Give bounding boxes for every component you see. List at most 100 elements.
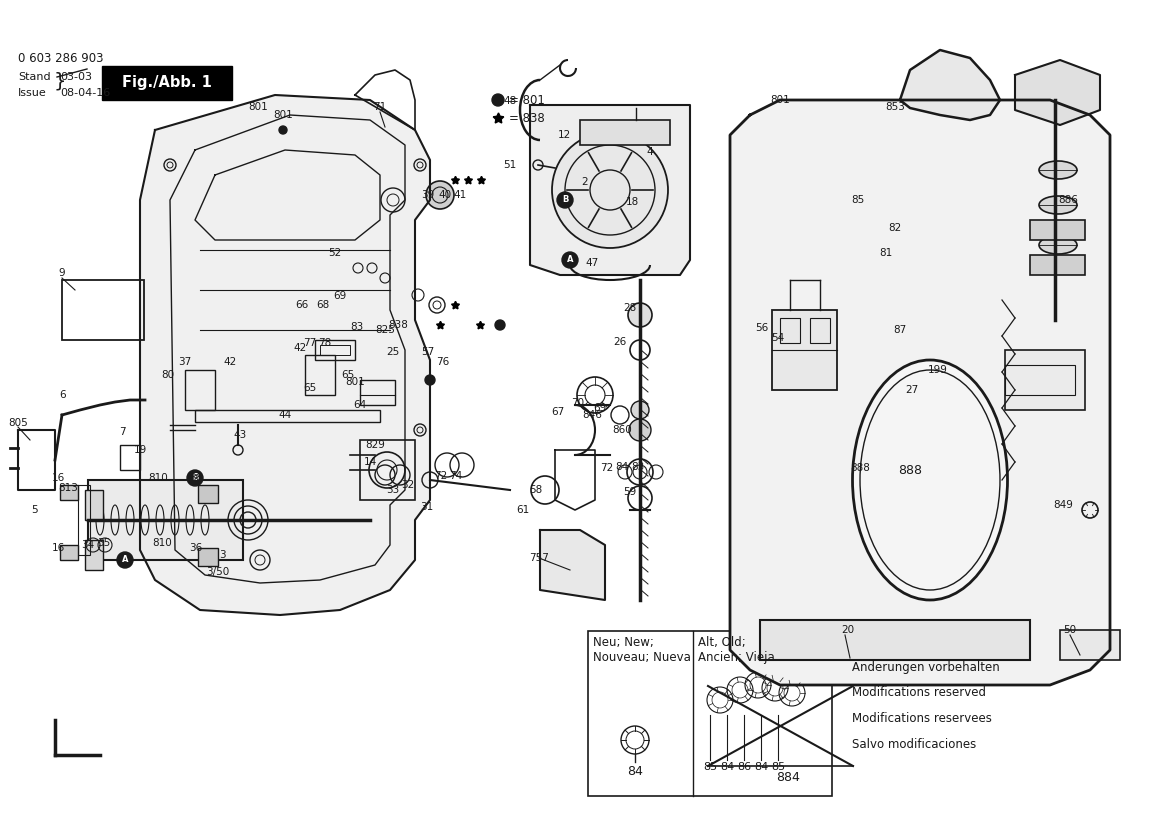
Text: 32: 32 bbox=[402, 480, 415, 490]
Text: 77: 77 bbox=[304, 338, 317, 348]
Circle shape bbox=[425, 375, 434, 385]
Text: 74: 74 bbox=[450, 471, 463, 481]
Bar bbox=[760, 620, 1030, 660]
Text: 888: 888 bbox=[850, 463, 870, 473]
Bar bbox=[780, 318, 800, 343]
Circle shape bbox=[492, 94, 505, 106]
Text: 810: 810 bbox=[152, 538, 172, 548]
Ellipse shape bbox=[1040, 196, 1077, 214]
Bar bbox=[85, 490, 103, 520]
Text: 78: 78 bbox=[319, 338, 332, 348]
Text: 41: 41 bbox=[453, 190, 467, 200]
Text: 84: 84 bbox=[719, 762, 735, 772]
Circle shape bbox=[630, 419, 651, 441]
Text: 70: 70 bbox=[571, 398, 584, 408]
Text: 805: 805 bbox=[8, 418, 28, 428]
Text: = 838: = 838 bbox=[509, 112, 544, 125]
Circle shape bbox=[117, 552, 133, 568]
Ellipse shape bbox=[1040, 161, 1077, 179]
Text: Nouveau; Nueva: Nouveau; Nueva bbox=[593, 651, 691, 664]
Text: 08-04-16: 08-04-16 bbox=[60, 88, 110, 98]
Circle shape bbox=[631, 401, 649, 419]
Bar bbox=[1004, 350, 1085, 410]
Text: 810: 810 bbox=[148, 473, 168, 483]
Bar bbox=[315, 340, 355, 360]
Text: 5: 5 bbox=[32, 505, 39, 515]
Bar bbox=[195, 410, 380, 422]
Text: 87: 87 bbox=[894, 325, 906, 335]
Circle shape bbox=[562, 252, 578, 268]
Text: 47: 47 bbox=[585, 258, 599, 268]
Text: 83: 83 bbox=[632, 462, 645, 472]
Text: 846: 846 bbox=[582, 410, 602, 420]
Text: 9: 9 bbox=[58, 268, 65, 278]
Text: 37: 37 bbox=[179, 357, 192, 367]
Text: 84: 84 bbox=[753, 762, 769, 772]
Text: 838: 838 bbox=[388, 320, 408, 330]
Bar bbox=[199, 548, 218, 566]
Circle shape bbox=[187, 470, 203, 486]
Text: 71: 71 bbox=[374, 102, 387, 112]
Bar bbox=[305, 355, 335, 395]
Text: 56: 56 bbox=[756, 323, 769, 333]
Text: 7: 7 bbox=[119, 427, 125, 437]
Text: 65: 65 bbox=[304, 383, 317, 393]
Text: Modifications reserved: Modifications reserved bbox=[851, 686, 986, 699]
Text: 3/50: 3/50 bbox=[207, 567, 230, 577]
Polygon shape bbox=[730, 100, 1110, 685]
Text: 52: 52 bbox=[328, 248, 341, 258]
Bar bbox=[772, 310, 837, 390]
Bar bbox=[360, 440, 415, 500]
Text: Salvo modificaciones: Salvo modificaciones bbox=[851, 738, 976, 751]
Text: 28: 28 bbox=[624, 303, 637, 313]
Text: 76: 76 bbox=[437, 357, 450, 367]
Text: 39: 39 bbox=[422, 190, 434, 200]
Bar bbox=[60, 545, 78, 560]
Text: 19: 19 bbox=[133, 445, 147, 455]
Text: 801: 801 bbox=[273, 110, 293, 120]
Text: 3: 3 bbox=[218, 550, 225, 560]
Bar bbox=[88, 480, 243, 560]
Text: 80: 80 bbox=[161, 370, 174, 380]
Polygon shape bbox=[901, 50, 1000, 120]
Bar bbox=[85, 540, 103, 570]
Text: 03-03: 03-03 bbox=[60, 72, 92, 82]
Text: 14: 14 bbox=[363, 457, 376, 467]
Text: Stand: Stand bbox=[18, 72, 50, 82]
Bar bbox=[185, 370, 215, 410]
Text: 81: 81 bbox=[880, 248, 892, 258]
Bar bbox=[60, 485, 78, 500]
Text: 67: 67 bbox=[551, 407, 564, 417]
Text: 72: 72 bbox=[600, 463, 613, 473]
Text: 860: 860 bbox=[612, 425, 632, 435]
Bar bbox=[1004, 365, 1075, 395]
Text: 85: 85 bbox=[771, 762, 785, 772]
Text: Alt, Old;: Alt, Old; bbox=[698, 636, 745, 649]
Text: 64: 64 bbox=[354, 400, 367, 410]
Text: 825: 825 bbox=[375, 325, 395, 335]
Ellipse shape bbox=[1040, 236, 1077, 254]
Text: 66: 66 bbox=[296, 300, 308, 310]
Circle shape bbox=[628, 303, 652, 327]
Text: 72: 72 bbox=[434, 471, 447, 481]
Text: 85: 85 bbox=[703, 762, 717, 772]
Text: 40: 40 bbox=[438, 190, 452, 200]
Text: 69: 69 bbox=[593, 403, 606, 413]
Text: 42: 42 bbox=[293, 343, 307, 353]
Text: 801: 801 bbox=[770, 95, 790, 105]
Text: = 801: = 801 bbox=[509, 93, 545, 107]
Text: 886: 886 bbox=[1058, 195, 1078, 205]
Text: 6: 6 bbox=[60, 390, 67, 400]
Bar bbox=[199, 485, 218, 503]
Text: 35: 35 bbox=[97, 538, 111, 548]
Polygon shape bbox=[140, 95, 430, 615]
Text: 86: 86 bbox=[737, 762, 751, 772]
Text: 57: 57 bbox=[422, 347, 434, 357]
Text: A: A bbox=[121, 556, 128, 564]
Text: 801: 801 bbox=[345, 377, 364, 387]
Text: 36: 36 bbox=[189, 543, 202, 553]
Polygon shape bbox=[1015, 60, 1100, 125]
Bar bbox=[1030, 220, 1085, 240]
Text: Neu; New;: Neu; New; bbox=[593, 636, 654, 649]
Bar bbox=[809, 318, 830, 343]
